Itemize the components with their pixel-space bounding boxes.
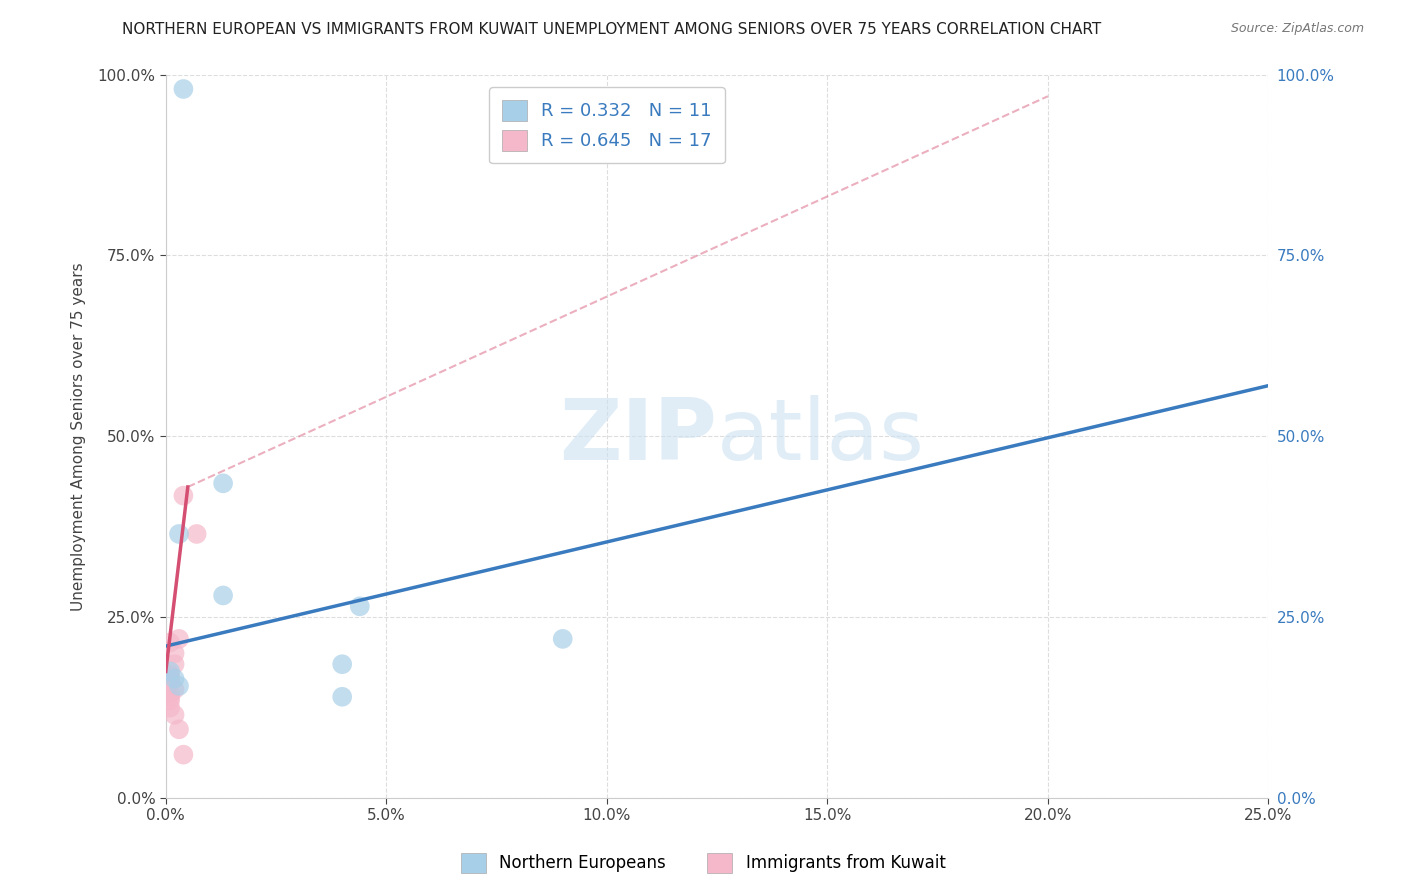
Point [159, 672, 181, 686]
Point [349, 599, 371, 614]
Point [167, 679, 190, 693]
Point [163, 646, 186, 660]
Point [186, 527, 208, 541]
Point [159, 675, 181, 690]
Point [159, 635, 181, 649]
Point [551, 632, 574, 646]
Point [330, 657, 353, 672]
Point [172, 489, 194, 503]
Point [330, 690, 353, 704]
Point [167, 527, 190, 541]
Point [159, 665, 181, 679]
Point [172, 747, 194, 762]
Point [159, 693, 181, 707]
Point [212, 476, 235, 491]
Point [167, 723, 190, 737]
Point [159, 668, 181, 682]
Text: atlas: atlas [717, 395, 925, 478]
Text: Source: ZipAtlas.com: Source: ZipAtlas.com [1230, 22, 1364, 36]
Legend: Northern Europeans, Immigrants from Kuwait: Northern Europeans, Immigrants from Kuwa… [454, 847, 952, 880]
Point [163, 682, 186, 697]
Point [163, 707, 186, 722]
Point [163, 657, 186, 672]
Point [167, 632, 190, 646]
Point [172, 82, 194, 96]
Point [159, 700, 181, 714]
Text: NORTHERN EUROPEAN VS IMMIGRANTS FROM KUWAIT UNEMPLOYMENT AMONG SENIORS OVER 75 Y: NORTHERN EUROPEAN VS IMMIGRANTS FROM KUW… [122, 22, 1101, 37]
Legend: R = 0.332   N = 11, R = 0.645   N = 17: R = 0.332 N = 11, R = 0.645 N = 17 [489, 87, 724, 163]
Point [159, 690, 181, 704]
Point [159, 686, 181, 700]
Point [212, 589, 235, 603]
Text: ZIP: ZIP [560, 395, 717, 478]
Y-axis label: Unemployment Among Seniors over 75 years: Unemployment Among Seniors over 75 years [72, 262, 86, 611]
Point [163, 672, 186, 686]
